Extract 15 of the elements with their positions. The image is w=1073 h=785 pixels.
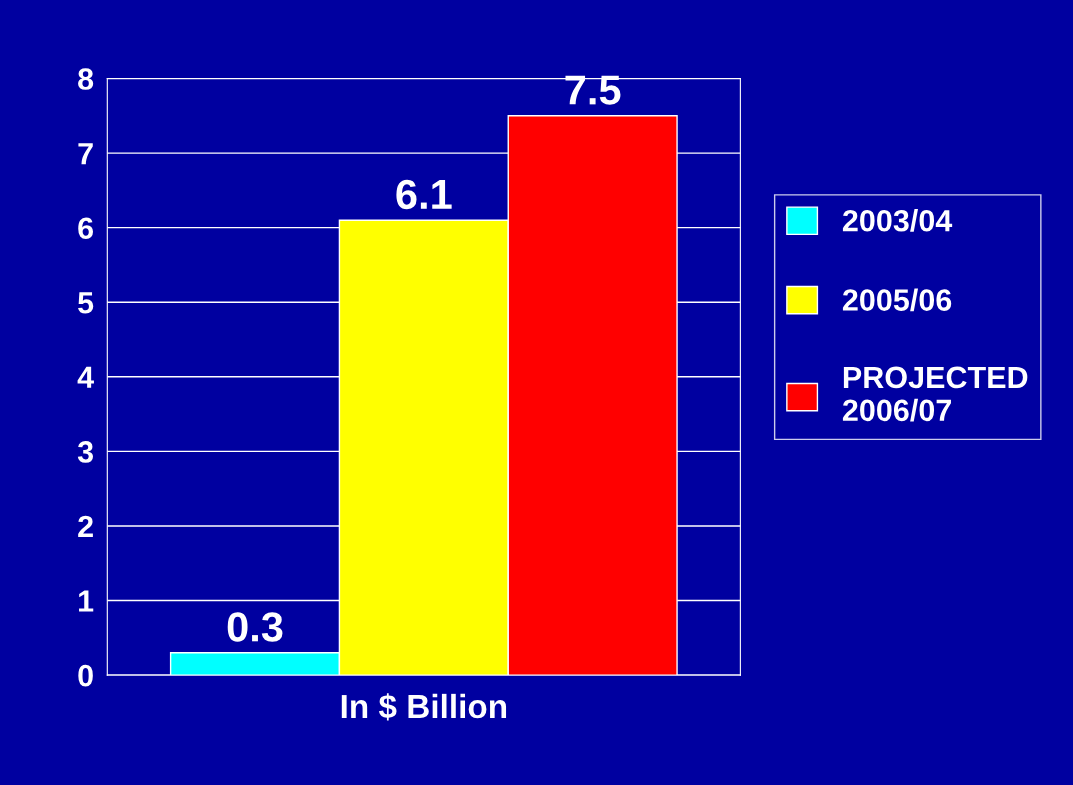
legend-label: 2003/04: [842, 209, 953, 232]
x-axis-title: In $ Billion: [341, 693, 507, 721]
y-tick-label: 8: [78, 68, 94, 90]
legend-label: 2005/06: [842, 288, 952, 312]
y-tick-label: 2: [78, 515, 93, 538]
legend-label: PROJECTED 2006/07: [842, 366, 1028, 422]
data-label: 6.1: [396, 179, 452, 210]
y-tick-label: 1: [79, 590, 94, 612]
y-tick-label: 5: [78, 292, 94, 314]
y-tick-label: 6: [78, 217, 93, 240]
data-label: 0.3: [227, 612, 283, 642]
y-tick-label: 3: [77, 441, 93, 463]
y-tick-label: 7: [78, 143, 93, 165]
y-tick-label: 4: [77, 366, 94, 388]
y-tick-label: 0: [78, 664, 93, 687]
